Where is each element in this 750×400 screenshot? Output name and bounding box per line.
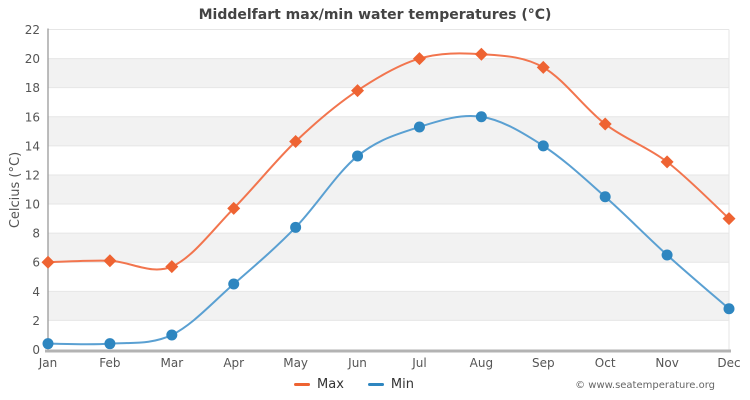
min-data-point-marker <box>228 278 240 290</box>
min-data-point-marker <box>661 249 673 261</box>
max-data-point-marker <box>412 52 426 66</box>
grid-band <box>48 291 729 321</box>
min-data-point-marker <box>537 140 549 152</box>
min-data-point-marker <box>475 111 487 123</box>
min-data-point-marker <box>413 121 425 133</box>
y-axis-title: Celcius (°C) <box>8 151 23 229</box>
max-data-point-marker <box>536 60 550 74</box>
x-axis-label: Dec <box>717 356 740 370</box>
y-axis-tick-label: 8 <box>32 227 40 241</box>
min-legend-dash-icon <box>367 383 384 386</box>
max-data-point-marker <box>103 254 117 268</box>
min-data-point-marker <box>290 221 302 233</box>
min-data-point-marker <box>166 329 178 341</box>
grid-band <box>48 233 729 263</box>
x-axis-label: Feb <box>99 356 120 370</box>
x-axis-line <box>45 349 731 353</box>
min-data-point-marker <box>599 191 611 203</box>
grid-band <box>48 58 729 88</box>
legend-label: Max <box>317 377 344 392</box>
min-data-point-marker <box>104 338 116 350</box>
min-data-point-marker <box>42 338 54 350</box>
min-data-point-marker <box>352 150 364 162</box>
x-axis-label: Jan <box>38 356 58 370</box>
max-data-point-marker <box>165 260 179 274</box>
x-axis-label: May <box>283 356 308 370</box>
max-data-point-marker <box>660 155 674 169</box>
x-axis-label: Jun <box>347 356 367 370</box>
max-data-point-marker <box>598 117 612 131</box>
max-data-point-marker <box>41 255 55 269</box>
x-axis-label: Jul <box>411 356 426 370</box>
x-axis-label: Sep <box>532 356 555 370</box>
grid-band <box>48 116 729 146</box>
legend-item-min[interactable]: Min <box>367 377 414 392</box>
y-axis-tick-label: 4 <box>32 285 40 299</box>
y-axis-tick-label: 18 <box>25 81 40 95</box>
max-data-point-marker <box>722 212 736 226</box>
chart-title: Middelfart max/min water temperatures (°… <box>198 7 552 23</box>
y-axis-tick-label: 20 <box>25 52 40 66</box>
min-data-point-marker <box>723 303 735 315</box>
y-axis-tick-label: 0 <box>32 343 40 357</box>
x-axis-label: Apr <box>223 356 244 370</box>
y-axis-tick-label: 14 <box>25 139 40 153</box>
y-axis-tick-label: 2 <box>32 314 40 328</box>
max-legend-dash-icon <box>294 383 311 386</box>
max-data-point-marker <box>351 84 365 98</box>
max-data-point-marker <box>474 47 488 61</box>
x-axis-label: Aug <box>470 356 493 370</box>
x-axis-label: Nov <box>655 356 678 370</box>
legend: Max Min <box>294 377 414 392</box>
y-axis-tick-label: 22 <box>25 23 40 37</box>
grid-band <box>48 174 729 205</box>
y-axis-tick-label: 10 <box>25 198 40 212</box>
max-data-point-marker <box>227 201 241 215</box>
copyright-credit: © www.seatemperature.org <box>575 380 715 391</box>
legend-label: Min <box>390 377 414 392</box>
legend-item-max[interactable]: Max <box>294 377 344 392</box>
x-axis-label: Mar <box>160 356 183 370</box>
max-data-point-marker <box>289 135 303 148</box>
y-axis-tick-label: 16 <box>25 110 40 124</box>
y-axis-tick-label: 6 <box>32 256 40 270</box>
x-axis-label: Oct <box>595 356 616 370</box>
y-axis-tick-label: 12 <box>25 168 40 182</box>
